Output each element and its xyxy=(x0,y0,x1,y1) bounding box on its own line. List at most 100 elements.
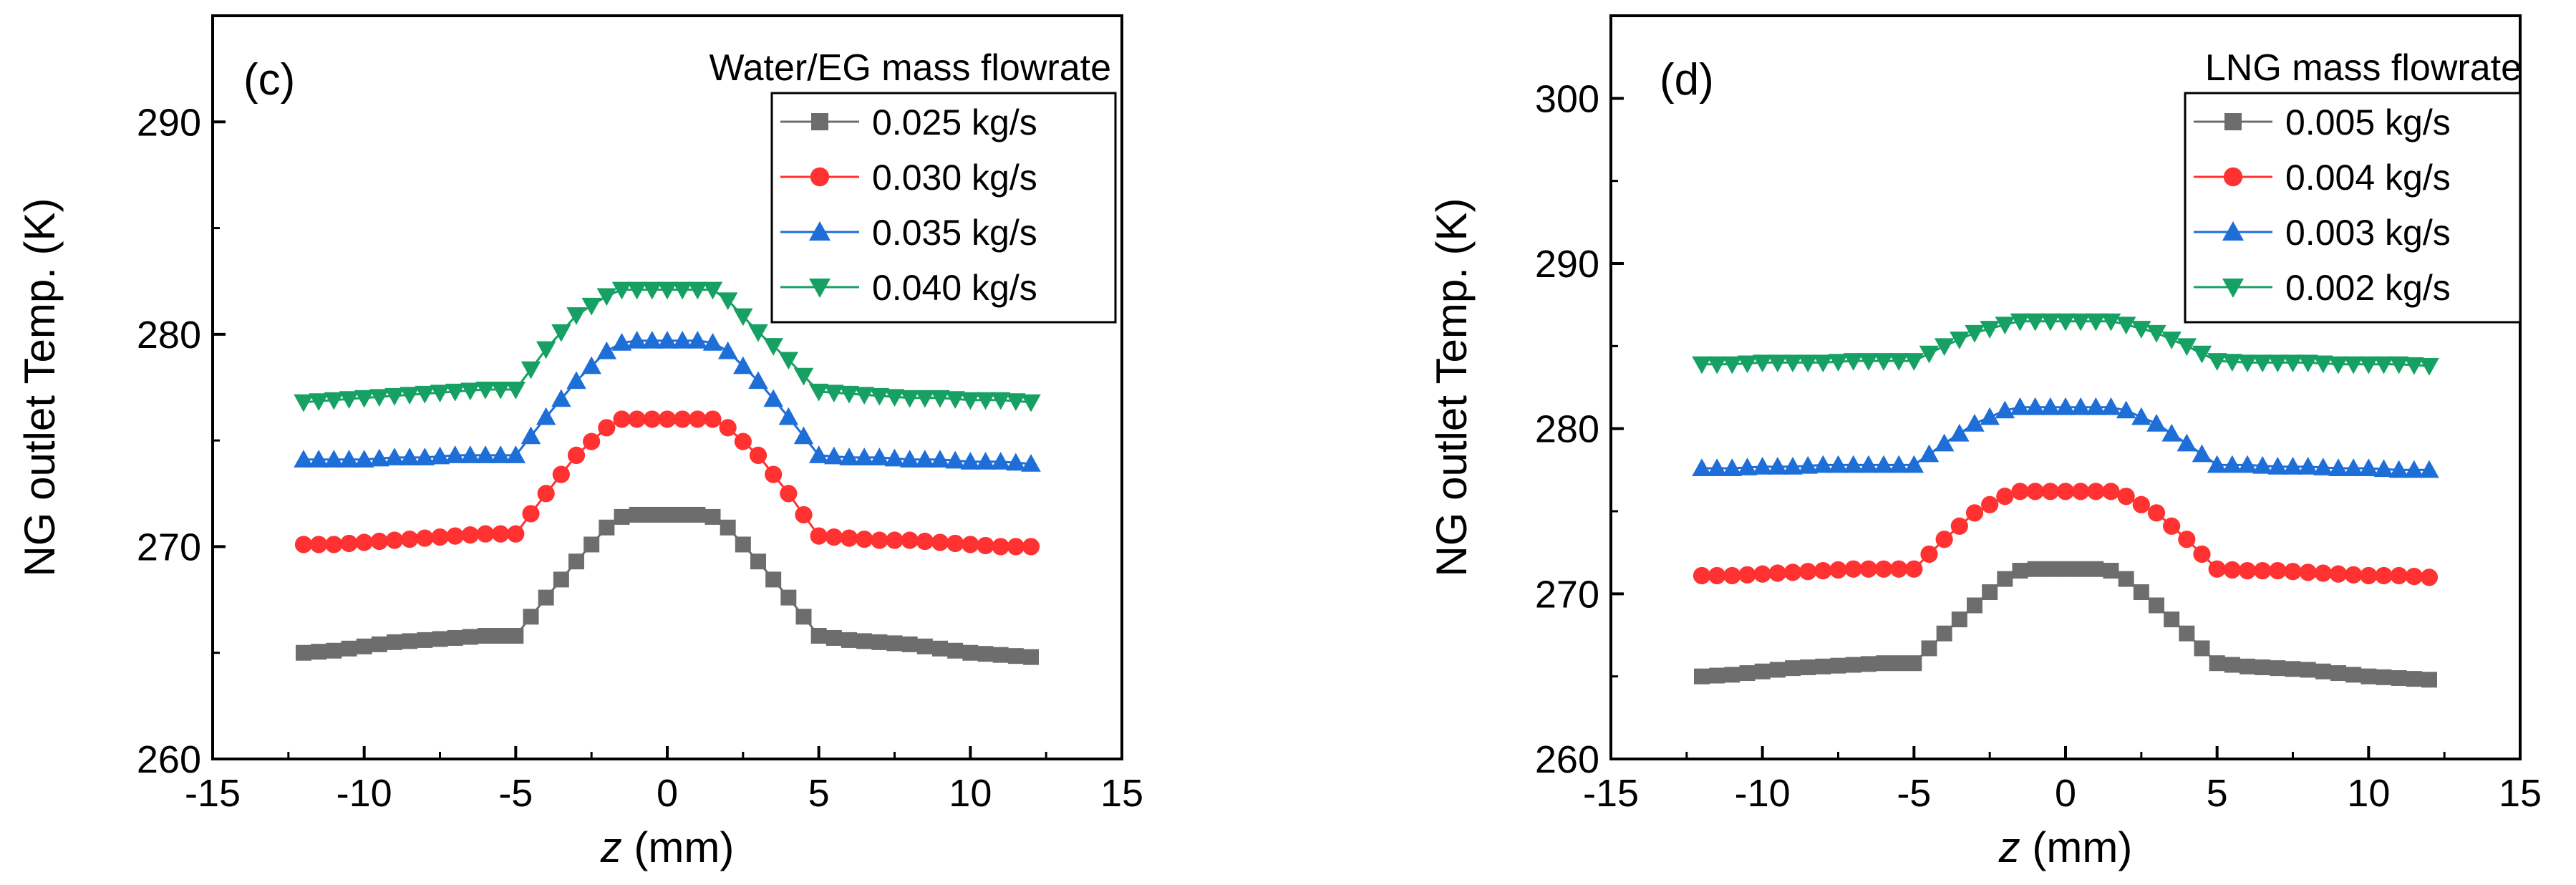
panel-d-series-4-point xyxy=(1828,354,1849,372)
panel-c-series-4-point xyxy=(975,392,996,410)
panel-c-series-1-point xyxy=(614,508,630,525)
panel-c-series-3-point xyxy=(839,448,859,465)
panel-d-series-1-point xyxy=(1815,658,1831,674)
panel-d-series-1-point xyxy=(2209,655,2225,672)
panel-c-series-3-point xyxy=(490,445,510,463)
panel-d-series-2-point xyxy=(2056,483,2075,500)
panel-c-series-3 xyxy=(294,331,1041,472)
panel-d-series-4-point xyxy=(1707,356,1727,374)
panel-d-series-4-point xyxy=(1904,353,1924,371)
panel-d-series-3-line xyxy=(1702,406,2429,471)
panel-c-series-1-point xyxy=(432,631,448,647)
panel-c-series-1-point xyxy=(841,632,857,648)
panel-d-series-4-point xyxy=(2056,313,2076,332)
panel-c-tag: (c) xyxy=(243,55,295,105)
panel-d-series-3-point xyxy=(2131,407,2151,425)
panel-d-x-tick-label: 10 xyxy=(2347,772,2390,815)
panel-c-series-2-point xyxy=(992,538,1009,556)
panel-c-series-2-point xyxy=(795,506,813,524)
panel-c-series-1-point xyxy=(916,638,933,654)
panel-d-series-3-point xyxy=(1904,455,1924,473)
panel-d-series-4-point xyxy=(1813,354,1834,373)
panel-d-series-3-point xyxy=(1813,455,1834,473)
panel-c-series-4-point xyxy=(445,383,465,402)
panel-d-series-4-point xyxy=(2101,313,2121,332)
panel-c-series-2-point xyxy=(537,485,555,503)
panel-c-series-1-point xyxy=(765,571,782,588)
panel-d-series-3-point xyxy=(1889,455,1909,473)
panel-d-series-2-point xyxy=(1874,560,1893,578)
panel-d-legend-swatch-marker xyxy=(2223,167,2243,187)
panel-c-x-tick-label: 5 xyxy=(808,772,830,815)
panel-d-legend-label: 0.005 kg/s xyxy=(2285,102,2451,142)
panel-d-series-1-point xyxy=(2149,597,2164,614)
panel-c-series-4-point xyxy=(899,390,920,408)
panel-c-series-3-point xyxy=(415,448,435,465)
panel-c-series-2-point xyxy=(825,528,843,546)
panel-d-legend-item: 0.005 kg/s xyxy=(2194,102,2451,142)
panel-d-series-2-point xyxy=(2193,545,2211,564)
panel-c-series-2-point xyxy=(901,531,919,549)
panel-d-series-4-point xyxy=(2419,358,2439,376)
panel-d-legend-item: 0.004 kg/s xyxy=(2194,158,2451,198)
panel-d-series-3-point xyxy=(1722,458,1743,477)
panel-d-x-tick-label: 0 xyxy=(2055,772,2076,815)
panel-c-series-3-point xyxy=(717,341,738,359)
panel-d-series-3-point xyxy=(2373,459,2394,478)
panel-c-series-4-point xyxy=(551,324,571,342)
panel-c-series-3-point xyxy=(975,452,996,470)
panel-d-series-3-point xyxy=(2252,455,2272,474)
panel-d-legend-item: 0.003 kg/s xyxy=(2194,213,2451,253)
panel-c-series-2-point xyxy=(840,529,858,547)
panel-d-series-3-point xyxy=(2328,458,2348,477)
panel-d-legend: 0.005 kg/s 0.004 kg/s 0.003 kg/s 0.002 kg/s xyxy=(2194,102,2451,308)
panel-c-series-4-point xyxy=(687,281,708,300)
panel-c-series-3-point xyxy=(520,426,541,445)
panel-c-y-tick-label: 280 xyxy=(137,314,201,357)
panel-d-series-2-point xyxy=(1814,561,1832,580)
panel-c-series-3-point xyxy=(581,356,601,374)
panel-c-series-3-point xyxy=(778,407,799,425)
panel-d-series-4-point xyxy=(2358,356,2379,374)
panel-c-series-4-point xyxy=(611,281,632,300)
panel-d-series-4-point xyxy=(1919,345,1940,364)
panel-d-series-2-point xyxy=(2284,563,2302,581)
panel-d-series-3-point xyxy=(1980,407,2000,425)
panel-c-series-1-point xyxy=(1023,649,1039,665)
panel-c-series-2-point xyxy=(598,419,616,437)
panel-c-legend-swatch-marker xyxy=(809,279,831,298)
panel-d-series-2-point xyxy=(2345,566,2363,584)
panel-c-series-2-point xyxy=(749,446,768,465)
panel-c-series-3-point xyxy=(702,332,723,351)
panel-c-series-4-point xyxy=(702,281,723,300)
panel-d-series-3 xyxy=(1692,397,2439,478)
panel-c-series-1-point xyxy=(780,589,797,606)
panel-c-series-1-point xyxy=(886,635,903,652)
panel-c-series-1-point xyxy=(720,519,736,536)
panel-c-legend-swatch-marker xyxy=(809,221,831,241)
panel-c-series-3-point xyxy=(672,331,692,349)
panel-c-series-2-point xyxy=(946,534,964,553)
panel-c-series-1-point xyxy=(568,553,584,570)
panel-c-series-1 xyxy=(296,506,1039,665)
panel-c-series-3-point xyxy=(551,389,571,407)
panel-d-series-1-point xyxy=(2345,667,2362,683)
panel-d-series-3-point xyxy=(2358,458,2379,477)
panel-d-series-2-point xyxy=(1723,566,1741,585)
panel-c-series-2-point xyxy=(522,505,540,523)
panel-c-series-4-point xyxy=(1021,394,1041,412)
panel-d-series-3-point xyxy=(2404,460,2424,478)
panel-d-series-3-point xyxy=(2267,456,2288,475)
panel-c-series-1-point xyxy=(523,609,539,625)
panel-d-series-2-point xyxy=(2072,483,2090,500)
panel-d-series-3-point xyxy=(2056,397,2076,415)
panel-d-series-3-point xyxy=(2101,397,2121,415)
panel-c-legend-item: 0.030 kg/s xyxy=(780,158,1037,198)
panel-d-series-3-point xyxy=(1859,455,1879,473)
panel-d-series-1-point xyxy=(2194,640,2210,657)
panel-d-series-4-point xyxy=(2404,357,2424,375)
panel-c-series-4-point xyxy=(505,381,526,400)
panel-d-legend-item: 0.002 kg/s xyxy=(2194,268,2451,308)
panel-d-series-2-point xyxy=(2087,483,2105,500)
panel-d-series-4-point xyxy=(1965,324,1985,343)
